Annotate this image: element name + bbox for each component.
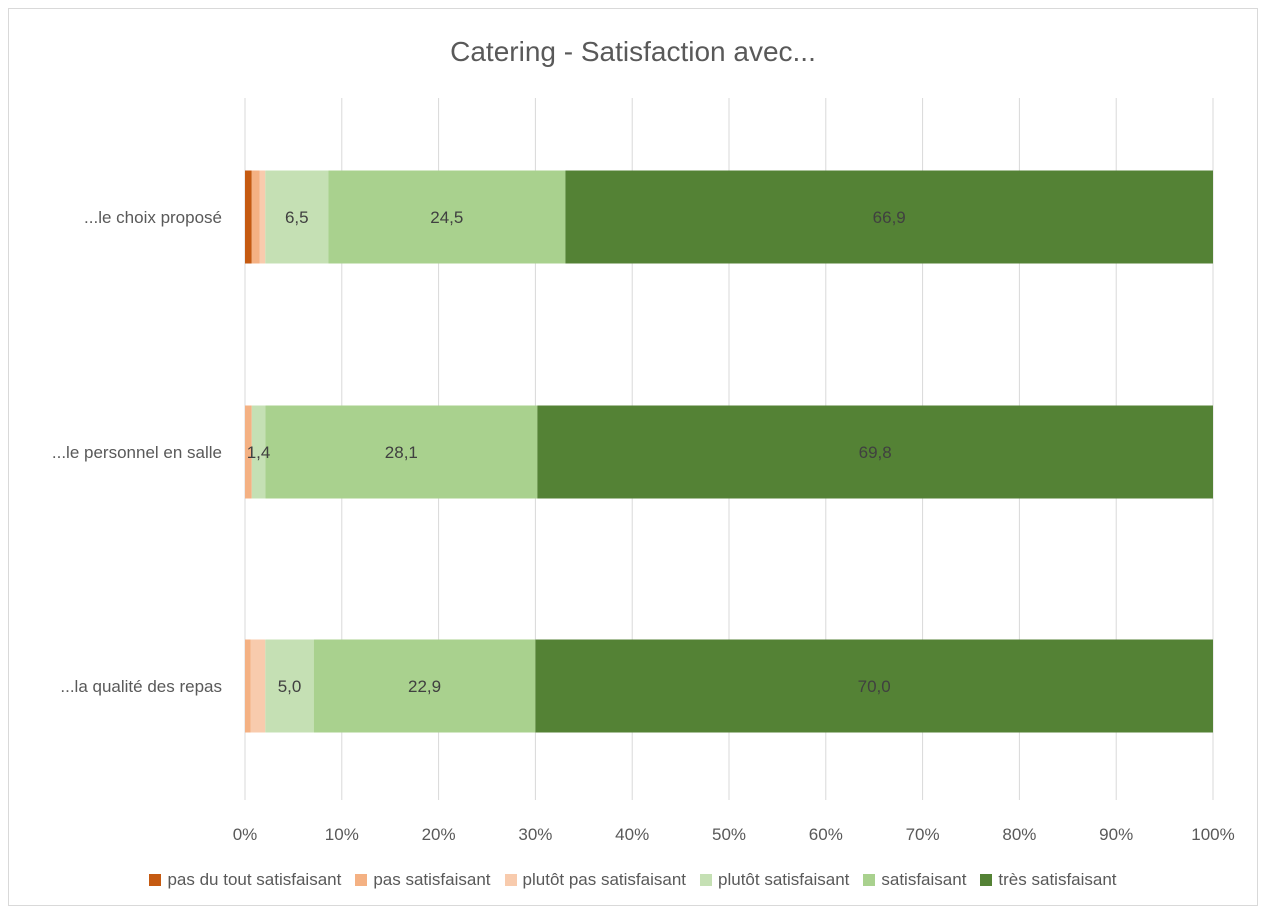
legend-swatch — [504, 874, 517, 886]
bar-segment — [245, 170, 252, 264]
bar-segment — [251, 170, 260, 264]
bar-segment — [265, 405, 538, 499]
x-tick-label: 10% — [325, 825, 359, 844]
data-label: 22,9 — [408, 677, 441, 696]
bar-segment — [328, 170, 566, 264]
legend-label: pas satisfaisant — [373, 870, 491, 889]
x-tick-label: 100% — [1191, 825, 1234, 844]
bar-segment — [537, 405, 1213, 499]
bar-segment — [565, 170, 1213, 264]
bar-segment — [251, 405, 266, 499]
data-label: 28,1 — [385, 443, 418, 462]
data-label: 70,0 — [858, 677, 891, 696]
bar-segment — [313, 639, 536, 733]
bar-segment — [265, 639, 314, 733]
x-tick-label: 20% — [422, 825, 456, 844]
legend-label: plutôt pas satisfaisant — [522, 870, 687, 889]
x-tick-label: 70% — [906, 825, 940, 844]
x-tick-label: 60% — [809, 825, 843, 844]
category-label: ...la qualité des repas — [60, 677, 222, 696]
legend-label: pas du tout satisfaisant — [167, 870, 342, 889]
category-label: ...le choix proposé — [84, 208, 222, 227]
legend: pas du tout satisfaisant pas satisfaisant… — [0, 870, 1266, 890]
x-tick-label: 0% — [233, 825, 258, 844]
data-label: 66,9 — [873, 208, 906, 227]
legend-label: très satisfaisant — [998, 870, 1117, 889]
legend-label: plutôt satisfaisant — [718, 870, 850, 889]
legend-item: pas satisfaisant — [355, 870, 491, 890]
legend-item: très satisfaisant — [980, 870, 1117, 890]
chart-title: Catering - Satisfaction avec... — [450, 36, 816, 67]
x-tick-label: 50% — [712, 825, 746, 844]
legend-label: satisfaisant — [881, 870, 967, 889]
bar-segment — [245, 639, 251, 733]
legend-swatch — [700, 874, 713, 886]
legend-item: pas du tout satisfaisant — [149, 870, 341, 890]
category-label: ...le personnel en salle — [52, 443, 222, 462]
legend-item: plutôt satisfaisant — [700, 870, 849, 890]
legend-swatch — [980, 874, 993, 886]
bar-segment — [245, 405, 252, 499]
data-label: 69,8 — [859, 443, 892, 462]
x-tick-label: 80% — [1002, 825, 1036, 844]
legend-item: satisfaisant — [863, 870, 966, 890]
legend-swatch — [149, 874, 162, 886]
legend-item: plutôt pas satisfaisant — [504, 870, 687, 890]
data-label: 1,4 — [247, 443, 271, 462]
data-label: 5,0 — [278, 677, 302, 696]
bar-segment — [250, 639, 266, 733]
x-tick-label: 90% — [1099, 825, 1133, 844]
data-label: 6,5 — [285, 208, 309, 227]
x-tick-label: 40% — [615, 825, 649, 844]
x-tick-label: 30% — [518, 825, 552, 844]
bar-segment — [265, 170, 329, 264]
legend-swatch — [863, 874, 876, 886]
data-label: 24,5 — [430, 208, 463, 227]
bar-segment — [535, 639, 1213, 733]
legend-swatch — [355, 874, 368, 886]
bar-segment — [259, 170, 266, 264]
